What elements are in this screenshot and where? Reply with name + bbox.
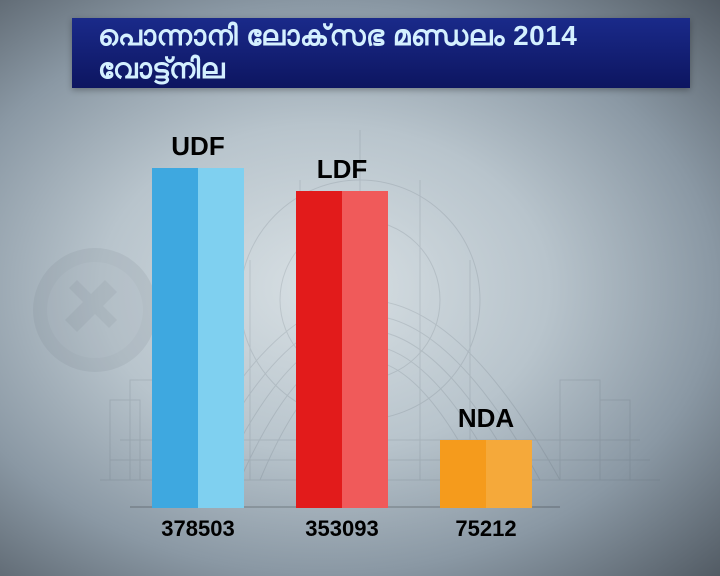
bar-value: 75212	[455, 516, 516, 542]
bar-ldf: LDF353093	[296, 191, 388, 508]
title-bar: പൊന്നാനി ലോക്‌സഭ മണ്ഡലം 2014 വോട്ട്നില	[72, 18, 690, 88]
bar-left-half	[152, 168, 198, 508]
chart-title: പൊന്നാനി ലോക്‌സഭ മണ്ഡലം 2014 വോട്ട്നില	[98, 20, 664, 86]
bar-label: LDF	[317, 154, 368, 185]
bar-right-half	[486, 440, 532, 508]
bar-label: NDA	[458, 403, 514, 434]
bar-right-half	[198, 168, 244, 508]
chart-area: UDF378503LDF353093NDA75212	[0, 120, 720, 556]
bar-value: 353093	[305, 516, 378, 542]
bar-label: UDF	[171, 131, 224, 162]
bar-left-half	[296, 191, 342, 508]
bar-right-half	[342, 191, 388, 508]
bar-left-half	[440, 440, 486, 508]
bar-udf: UDF378503	[152, 168, 244, 508]
bar-nda: NDA75212	[440, 440, 532, 508]
bar-value: 378503	[161, 516, 234, 542]
